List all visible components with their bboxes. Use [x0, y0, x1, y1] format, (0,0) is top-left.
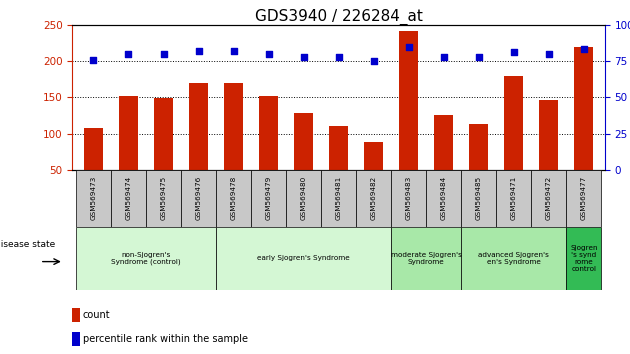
Bar — [216, 170, 251, 227]
Text: GSM569481: GSM569481 — [336, 176, 341, 220]
Bar — [461, 227, 566, 290]
Bar — [531, 170, 566, 227]
Bar — [399, 30, 418, 170]
Bar — [224, 83, 243, 170]
Text: GSM569479: GSM569479 — [266, 176, 272, 220]
Text: GSM569484: GSM569484 — [441, 176, 447, 220]
Bar — [294, 113, 313, 170]
Bar — [72, 332, 80, 346]
Bar — [154, 98, 173, 170]
Text: GSM569472: GSM569472 — [546, 176, 552, 220]
Bar — [111, 170, 146, 227]
Bar — [286, 170, 321, 227]
Point — [438, 54, 449, 59]
Bar — [469, 124, 488, 170]
Text: GSM569473: GSM569473 — [91, 176, 96, 220]
Text: GSM569475: GSM569475 — [161, 176, 166, 220]
Bar — [434, 115, 454, 170]
Point — [159, 51, 169, 57]
Bar — [181, 170, 216, 227]
Text: advanced Sjogren's
en's Syndrome: advanced Sjogren's en's Syndrome — [478, 252, 549, 265]
Point — [369, 58, 379, 64]
Bar — [72, 308, 80, 322]
Bar — [146, 170, 181, 227]
Bar — [391, 170, 426, 227]
Title: GDS3940 / 226284_at: GDS3940 / 226284_at — [255, 8, 423, 25]
Text: percentile rank within the sample: percentile rank within the sample — [83, 333, 248, 344]
Point — [88, 57, 98, 62]
Bar — [216, 227, 391, 290]
Bar — [189, 83, 208, 170]
Text: GSM569483: GSM569483 — [406, 176, 411, 220]
Bar — [461, 170, 496, 227]
Point — [333, 54, 343, 59]
Point — [229, 48, 239, 54]
Bar — [321, 170, 356, 227]
Text: GSM569476: GSM569476 — [195, 176, 202, 220]
Bar — [76, 170, 111, 227]
Text: GSM569471: GSM569471 — [511, 176, 517, 220]
Bar — [496, 170, 531, 227]
Text: GSM569477: GSM569477 — [581, 176, 587, 220]
Point — [123, 51, 134, 57]
Bar — [259, 96, 278, 170]
Bar — [356, 170, 391, 227]
Bar — [364, 142, 383, 170]
Text: Sjogren
's synd
rome
control: Sjogren 's synd rome control — [570, 245, 597, 272]
Bar — [566, 227, 601, 290]
Point — [474, 54, 484, 59]
Text: GSM569480: GSM569480 — [301, 176, 307, 220]
Bar — [251, 170, 286, 227]
Bar — [119, 96, 138, 170]
Bar — [76, 227, 216, 290]
Bar — [504, 76, 524, 170]
Text: disease state: disease state — [0, 240, 55, 249]
Text: count: count — [83, 310, 110, 320]
Bar — [539, 100, 558, 170]
Point — [299, 54, 309, 59]
Bar — [574, 46, 593, 170]
Point — [508, 50, 518, 55]
Bar — [566, 170, 601, 227]
Point — [193, 48, 203, 54]
Point — [544, 51, 554, 57]
Text: GSM569478: GSM569478 — [231, 176, 236, 220]
Text: GSM569485: GSM569485 — [476, 176, 482, 220]
Text: early Sjogren's Syndrome: early Sjogren's Syndrome — [257, 256, 350, 261]
Bar — [391, 227, 461, 290]
Point — [263, 51, 273, 57]
Point — [404, 44, 414, 49]
Text: non-Sjogren's
Syndrome (control): non-Sjogren's Syndrome (control) — [111, 252, 181, 265]
Text: GSM569474: GSM569474 — [125, 176, 132, 220]
Text: moderate Sjogren's
Syndrome: moderate Sjogren's Syndrome — [391, 252, 462, 265]
Text: GSM569482: GSM569482 — [370, 176, 377, 220]
Bar — [426, 170, 461, 227]
Bar — [329, 126, 348, 170]
Point — [579, 47, 589, 52]
Bar — [84, 128, 103, 170]
